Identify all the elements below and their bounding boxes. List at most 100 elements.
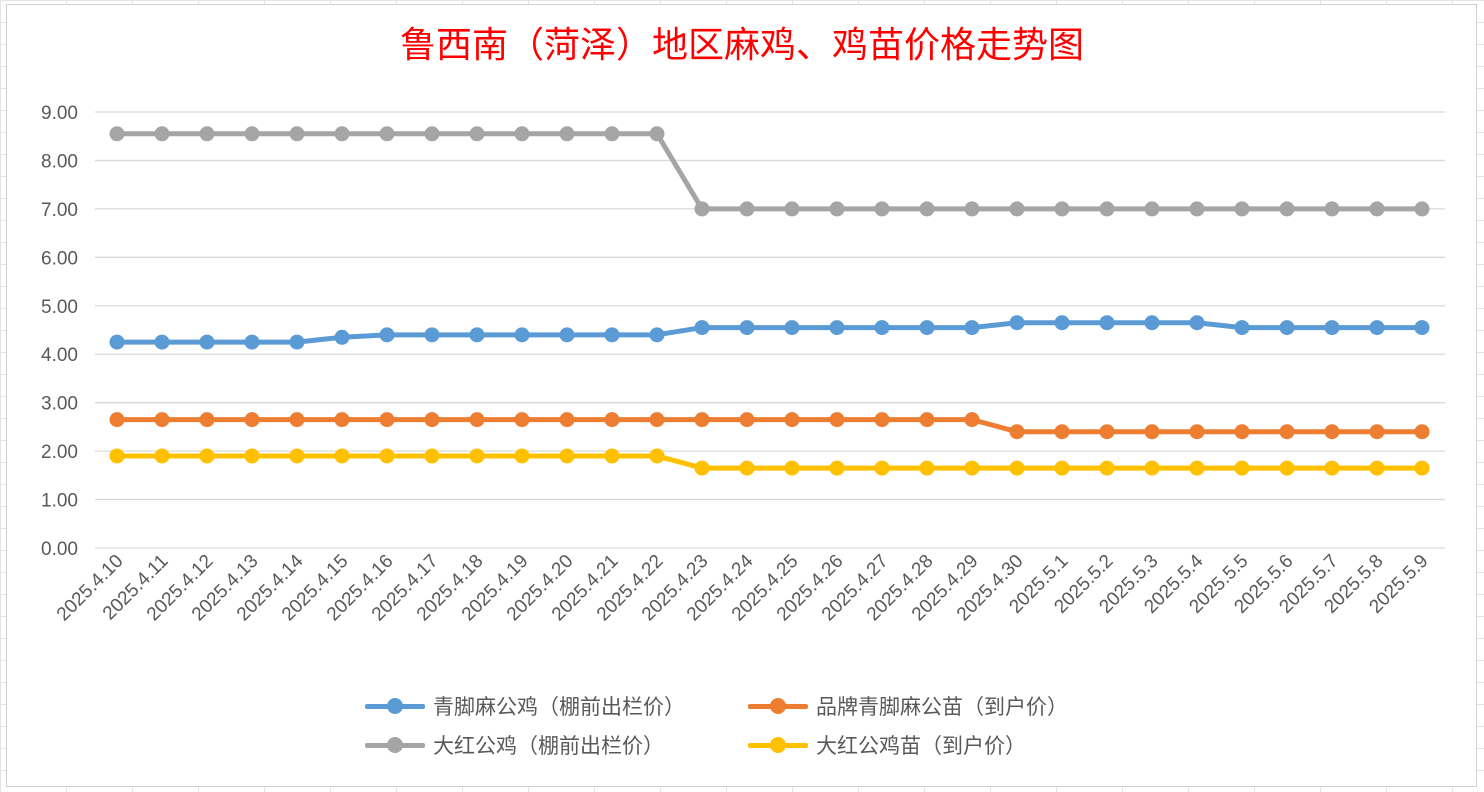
data-point bbox=[784, 320, 800, 336]
legend-label: 品牌青脚麻公苗（到户价） bbox=[816, 695, 1068, 719]
data-point bbox=[1189, 424, 1205, 440]
data-point bbox=[469, 126, 485, 142]
data-point bbox=[559, 412, 575, 428]
data-point bbox=[1189, 201, 1205, 217]
data-point bbox=[829, 320, 845, 336]
data-point bbox=[199, 126, 215, 142]
data-point bbox=[559, 327, 575, 343]
y-tick-label: 4.00 bbox=[41, 345, 78, 366]
data-point bbox=[1414, 460, 1430, 476]
data-point bbox=[514, 327, 530, 343]
data-point bbox=[739, 412, 755, 428]
legend-item-series-2[interactable]: 品牌青脚麻公苗（到户价） bbox=[748, 688, 1068, 724]
data-point bbox=[784, 201, 800, 217]
legend-label: 大红公鸡苗（到户价） bbox=[816, 734, 1026, 758]
data-point bbox=[1414, 424, 1430, 440]
legend-item-series-4[interactable]: 大红公鸡苗（到户价） bbox=[748, 727, 1026, 763]
data-point bbox=[1369, 320, 1385, 336]
data-point bbox=[1369, 460, 1385, 476]
data-point bbox=[1144, 424, 1160, 440]
y-tick-label: 0.00 bbox=[41, 539, 78, 560]
data-point bbox=[1279, 201, 1295, 217]
data-point bbox=[1009, 315, 1025, 331]
data-point bbox=[964, 460, 980, 476]
data-point bbox=[154, 126, 170, 142]
legend-marker-icon bbox=[365, 727, 425, 763]
data-point bbox=[1054, 315, 1070, 331]
data-point bbox=[1279, 320, 1295, 336]
data-point bbox=[1234, 460, 1250, 476]
data-point bbox=[424, 412, 440, 428]
data-point bbox=[109, 448, 125, 464]
series-line bbox=[114, 453, 1425, 471]
data-point bbox=[514, 412, 530, 428]
data-point bbox=[1099, 201, 1115, 217]
data-point bbox=[1279, 424, 1295, 440]
data-point bbox=[109, 334, 125, 350]
data-point bbox=[694, 201, 710, 217]
data-point bbox=[154, 412, 170, 428]
data-point bbox=[604, 448, 620, 464]
data-point bbox=[559, 448, 575, 464]
data-point bbox=[1324, 424, 1340, 440]
data-point bbox=[649, 327, 665, 343]
data-point bbox=[244, 126, 260, 142]
series-3 bbox=[109, 126, 1430, 217]
y-tick-label: 6.00 bbox=[41, 248, 78, 269]
data-series bbox=[109, 126, 1430, 476]
data-point bbox=[649, 126, 665, 142]
chart-title: 鲁西南（菏泽）地区麻鸡、鸡苗价格走势图 bbox=[399, 25, 1084, 66]
data-point bbox=[694, 412, 710, 428]
data-point bbox=[604, 126, 620, 142]
data-point bbox=[559, 126, 575, 142]
data-point bbox=[1144, 315, 1160, 331]
data-point bbox=[424, 327, 440, 343]
data-point bbox=[334, 412, 350, 428]
legend-label: 大红公鸡（棚前出栏价） bbox=[433, 734, 664, 758]
data-point bbox=[289, 448, 305, 464]
data-point bbox=[694, 320, 710, 336]
data-point bbox=[1099, 424, 1115, 440]
data-point bbox=[154, 334, 170, 350]
data-point bbox=[109, 412, 125, 428]
data-point bbox=[1144, 201, 1160, 217]
data-point bbox=[514, 448, 530, 464]
legend-label: 青脚麻公鸡（棚前出栏价） bbox=[433, 695, 685, 719]
data-point bbox=[739, 460, 755, 476]
data-point bbox=[1414, 320, 1430, 336]
data-point bbox=[604, 327, 620, 343]
data-point bbox=[739, 320, 755, 336]
data-point bbox=[649, 412, 665, 428]
data-point bbox=[1324, 460, 1340, 476]
data-point bbox=[694, 460, 710, 476]
data-point bbox=[289, 334, 305, 350]
data-point bbox=[919, 412, 935, 428]
data-point bbox=[109, 126, 125, 142]
legend-marker-icon bbox=[365, 688, 425, 724]
data-point bbox=[1054, 201, 1070, 217]
series-2 bbox=[109, 412, 1430, 440]
y-axis-tick-labels: 0.00 1.00 2.00 3.00 4.00 5.00 6.00 7.00 8.00 9.00 bbox=[41, 103, 78, 560]
data-point bbox=[919, 201, 935, 217]
y-tick-label: 5.00 bbox=[41, 297, 78, 318]
legend-item-series-3[interactable]: 大红公鸡（棚前出栏价） bbox=[365, 727, 664, 763]
data-point bbox=[1009, 201, 1025, 217]
y-tick-label: 9.00 bbox=[41, 103, 78, 124]
data-point bbox=[334, 126, 350, 142]
y-tick-label: 8.00 bbox=[41, 151, 78, 172]
legend-marker-icon bbox=[748, 727, 808, 763]
series-line bbox=[114, 417, 1425, 435]
legend-item-series-1[interactable]: 青脚麻公鸡（棚前出栏价） bbox=[365, 688, 685, 724]
data-point bbox=[874, 320, 890, 336]
data-point bbox=[1009, 424, 1025, 440]
data-point bbox=[469, 327, 485, 343]
data-point bbox=[1324, 201, 1340, 217]
data-point bbox=[784, 460, 800, 476]
data-point bbox=[964, 320, 980, 336]
data-point bbox=[199, 334, 215, 350]
data-point bbox=[1054, 424, 1070, 440]
data-point bbox=[199, 412, 215, 428]
data-point bbox=[379, 448, 395, 464]
data-point bbox=[1234, 201, 1250, 217]
